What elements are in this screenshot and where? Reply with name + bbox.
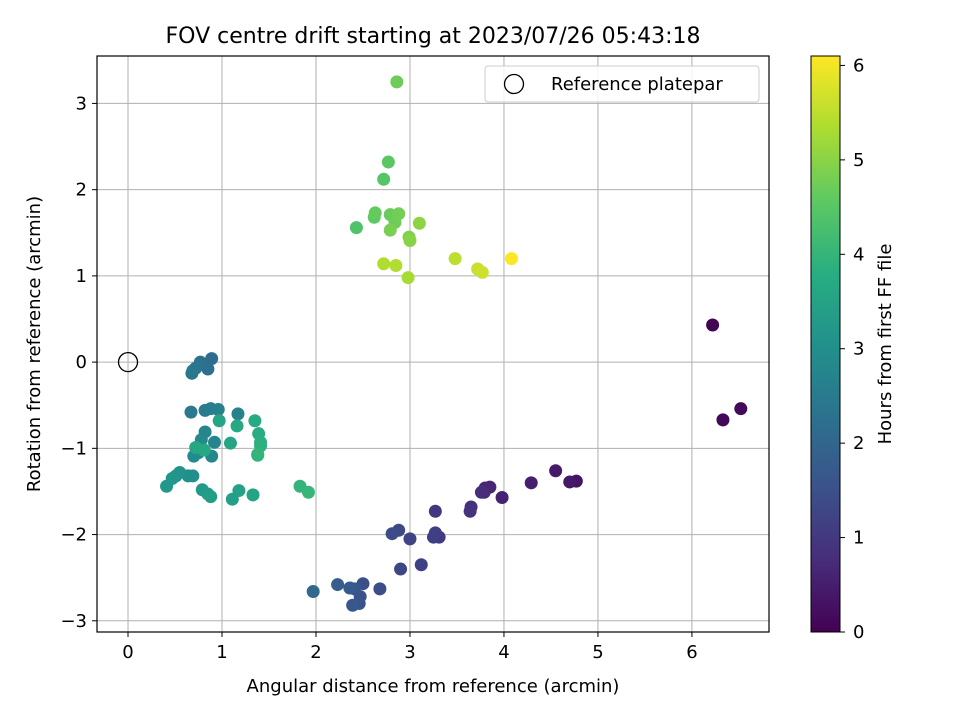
data-point <box>385 527 399 541</box>
data-point <box>251 448 265 462</box>
data-point <box>474 485 488 499</box>
data-point <box>207 435 221 449</box>
data-point <box>401 271 415 285</box>
data-point <box>389 259 403 273</box>
colorbar-tick-label: 4 <box>853 244 864 265</box>
y-tick-label: −3 <box>60 611 87 632</box>
data-point <box>232 484 246 498</box>
colorbar-tick-label: 0 <box>853 622 864 643</box>
colorbar-tick-label: 3 <box>853 339 864 360</box>
data-point <box>368 206 382 220</box>
x-axis-ticks: 0 1 2 3 4 5 6 <box>122 632 698 663</box>
data-point <box>223 436 237 450</box>
x-tick-label: 0 <box>122 642 133 663</box>
x-tick-label: 6 <box>686 642 697 663</box>
x-tick-label: 1 <box>216 642 227 663</box>
data-point <box>185 366 199 380</box>
colorbar-tick-label: 1 <box>853 528 864 549</box>
data-point <box>248 414 262 428</box>
data-point <box>734 402 748 416</box>
plot-frame <box>96 55 770 633</box>
data-point <box>426 530 440 544</box>
data-point <box>463 504 477 518</box>
y-tick-label: 3 <box>76 93 87 114</box>
data-point <box>563 475 577 489</box>
data-point <box>343 581 357 595</box>
chart-title: FOV centre drift starting at 2023/07/26 … <box>166 24 701 49</box>
y-tick-label: 2 <box>76 180 87 201</box>
data-point <box>373 582 387 596</box>
data-point <box>403 532 417 546</box>
legend-box <box>484 65 760 103</box>
legend-entry-reference: Reference platepar <box>551 74 723 95</box>
data-point <box>394 562 408 576</box>
y-tick-label: −2 <box>60 525 87 546</box>
data-point <box>504 252 518 266</box>
y-tick-label: −1 <box>60 438 87 459</box>
y-axis-ticks: −3 −2 −1 0 1 2 3 <box>60 93 97 632</box>
data-point <box>412 216 426 230</box>
data-point <box>230 419 244 433</box>
colorbar-frame <box>810 55 841 633</box>
data-points <box>160 75 748 612</box>
data-point <box>448 252 462 266</box>
reference-marker <box>117 351 139 373</box>
data-point <box>204 490 218 504</box>
data-point <box>549 464 563 478</box>
data-point <box>184 405 198 419</box>
colorbar: 0 1 2 3 4 5 6 Hours from first FF file <box>810 55 896 643</box>
data-point <box>211 403 225 417</box>
data-point <box>377 172 391 186</box>
colorbar-ticks: 0 1 2 3 4 5 6 <box>840 55 864 643</box>
x-tick-label: 2 <box>310 642 321 663</box>
x-axis-label: Angular distance from reference (arcmin) <box>247 676 620 697</box>
data-point <box>346 598 360 612</box>
data-point <box>392 207 406 221</box>
colorbar-gradient <box>811 56 840 632</box>
data-point <box>231 407 245 421</box>
data-point <box>524 476 538 490</box>
data-point <box>212 414 226 428</box>
colorbar-tick-label: 5 <box>853 150 864 171</box>
x-tick-label: 4 <box>498 642 509 663</box>
legend: Reference platepar <box>484 65 760 103</box>
data-point <box>495 490 509 504</box>
y-tick-label: 1 <box>76 266 87 287</box>
x-tick-label: 3 <box>404 642 415 663</box>
data-point <box>716 413 730 427</box>
y-tick-label: 0 <box>76 352 87 373</box>
data-point <box>205 352 219 366</box>
data-point <box>246 488 260 502</box>
data-point <box>414 558 428 572</box>
data-point <box>306 584 320 598</box>
reference-point-marker <box>117 351 139 373</box>
colorbar-tick-label: 2 <box>853 433 864 454</box>
data-point <box>160 479 174 493</box>
grid-lines <box>97 56 769 632</box>
colorbar-label: Hours from first FF file <box>875 244 896 445</box>
data-point <box>475 265 489 279</box>
data-point <box>197 443 211 457</box>
x-tick-label: 5 <box>592 642 603 663</box>
data-point <box>301 485 315 499</box>
data-point <box>403 234 417 248</box>
data-point <box>331 578 345 592</box>
data-point <box>381 155 395 169</box>
y-axis-label: Rotation from reference (arcmin) <box>24 196 45 492</box>
data-point <box>377 257 391 271</box>
colorbar-tick-label: 6 <box>853 55 864 76</box>
data-point <box>428 504 442 518</box>
legend-reference-marker <box>503 73 525 95</box>
data-point <box>390 75 404 89</box>
data-point <box>706 318 720 332</box>
data-point <box>383 223 397 237</box>
data-point <box>349 221 363 235</box>
